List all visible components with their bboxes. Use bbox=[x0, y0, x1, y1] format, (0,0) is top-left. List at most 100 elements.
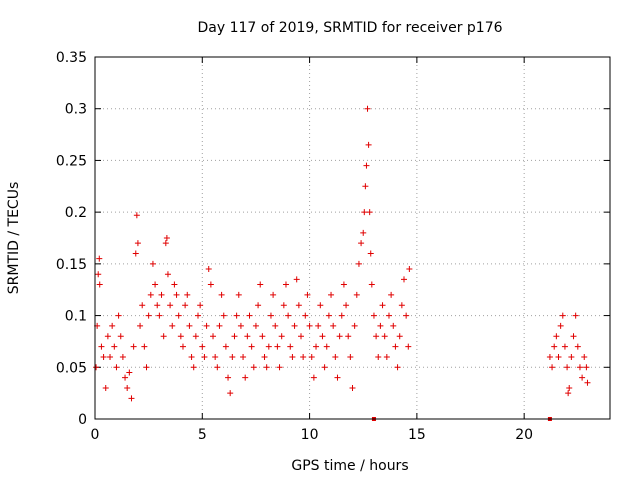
data-point bbox=[203, 322, 210, 329]
data-point bbox=[576, 364, 583, 371]
data-point bbox=[218, 291, 225, 298]
data-point bbox=[137, 322, 144, 329]
data-point bbox=[308, 353, 315, 360]
data-point bbox=[549, 364, 556, 371]
data-point bbox=[298, 333, 304, 340]
data-point bbox=[351, 322, 358, 329]
data-point bbox=[231, 333, 238, 340]
data-point bbox=[139, 302, 146, 309]
data-points bbox=[93, 105, 591, 421]
data-point bbox=[246, 312, 253, 319]
data-point bbox=[162, 240, 169, 247]
data-point bbox=[285, 312, 292, 319]
data-point bbox=[257, 281, 264, 288]
data-point bbox=[304, 291, 311, 298]
data-point bbox=[96, 281, 103, 288]
data-point bbox=[199, 343, 206, 350]
data-point bbox=[201, 353, 208, 360]
data-point bbox=[392, 343, 399, 350]
data-point bbox=[381, 333, 388, 340]
data-point bbox=[276, 364, 283, 371]
data-point bbox=[375, 353, 382, 360]
y-tick-label: 0.25 bbox=[56, 153, 87, 169]
data-point bbox=[242, 374, 249, 381]
data-point bbox=[263, 364, 270, 371]
data-point bbox=[128, 395, 135, 402]
data-point bbox=[321, 364, 328, 371]
data-point bbox=[367, 250, 374, 257]
data-point bbox=[152, 281, 159, 288]
data-point bbox=[579, 374, 586, 381]
data-point bbox=[274, 343, 281, 350]
data-point bbox=[546, 353, 553, 360]
data-point bbox=[96, 255, 103, 262]
data-point bbox=[149, 260, 156, 267]
data-point bbox=[182, 302, 189, 309]
data-point bbox=[214, 364, 221, 371]
data-point bbox=[373, 333, 380, 340]
data-point bbox=[370, 312, 377, 319]
data-point bbox=[184, 291, 191, 298]
data-point bbox=[334, 374, 341, 381]
data-point bbox=[405, 343, 412, 350]
x-axis-label: GPS time / hours bbox=[291, 458, 408, 474]
y-tick-label: 0.3 bbox=[65, 102, 87, 118]
data-point bbox=[261, 353, 268, 360]
data-point bbox=[565, 390, 572, 397]
data-point bbox=[107, 353, 114, 360]
data-point bbox=[313, 343, 320, 350]
data-point bbox=[364, 105, 371, 112]
data-point bbox=[250, 364, 257, 371]
data-point bbox=[177, 333, 184, 340]
data-point bbox=[394, 364, 401, 371]
data-point bbox=[398, 302, 405, 309]
data-point bbox=[119, 353, 126, 360]
data-point bbox=[163, 235, 170, 241]
data-point bbox=[559, 312, 566, 319]
data-point bbox=[306, 322, 313, 329]
data-point bbox=[338, 312, 345, 319]
data-point bbox=[109, 322, 116, 329]
chart-title: Day 117 of 2019, SRMTID for receiver p17… bbox=[197, 20, 502, 36]
y-tick-label: 0.15 bbox=[56, 257, 87, 273]
data-point bbox=[566, 384, 573, 391]
data-point bbox=[349, 384, 356, 391]
data-point bbox=[317, 302, 324, 309]
data-point bbox=[401, 276, 407, 283]
data-point bbox=[145, 312, 152, 319]
data-point bbox=[564, 364, 571, 371]
data-point bbox=[572, 312, 579, 319]
data-point bbox=[188, 353, 195, 360]
data-point bbox=[205, 266, 212, 273]
data-point bbox=[287, 343, 294, 350]
data-point bbox=[171, 281, 178, 288]
data-point bbox=[147, 291, 154, 298]
data-point bbox=[173, 291, 180, 298]
data-point bbox=[225, 374, 232, 381]
y-tick-label: 0.35 bbox=[56, 50, 87, 66]
data-point bbox=[122, 374, 129, 381]
data-point bbox=[295, 302, 302, 309]
plot-frame bbox=[94, 56, 611, 420]
data-point bbox=[347, 353, 354, 360]
data-point bbox=[167, 302, 174, 309]
data-point bbox=[328, 291, 335, 298]
y-tick-label: 0.2 bbox=[65, 205, 87, 221]
data-point bbox=[102, 384, 109, 391]
data-point bbox=[289, 353, 296, 360]
data-point bbox=[310, 374, 317, 381]
data-point bbox=[195, 312, 201, 319]
data-point bbox=[259, 333, 266, 340]
data-point bbox=[130, 343, 137, 350]
data-point bbox=[355, 260, 362, 267]
data-point bbox=[169, 322, 176, 329]
data-point bbox=[265, 343, 272, 350]
data-point bbox=[244, 333, 251, 340]
data-point bbox=[584, 379, 591, 386]
x-tick-label: 0 bbox=[91, 427, 100, 443]
data-point bbox=[366, 209, 373, 216]
data-point bbox=[365, 141, 372, 148]
data-point bbox=[336, 333, 343, 340]
data-point bbox=[332, 353, 339, 360]
